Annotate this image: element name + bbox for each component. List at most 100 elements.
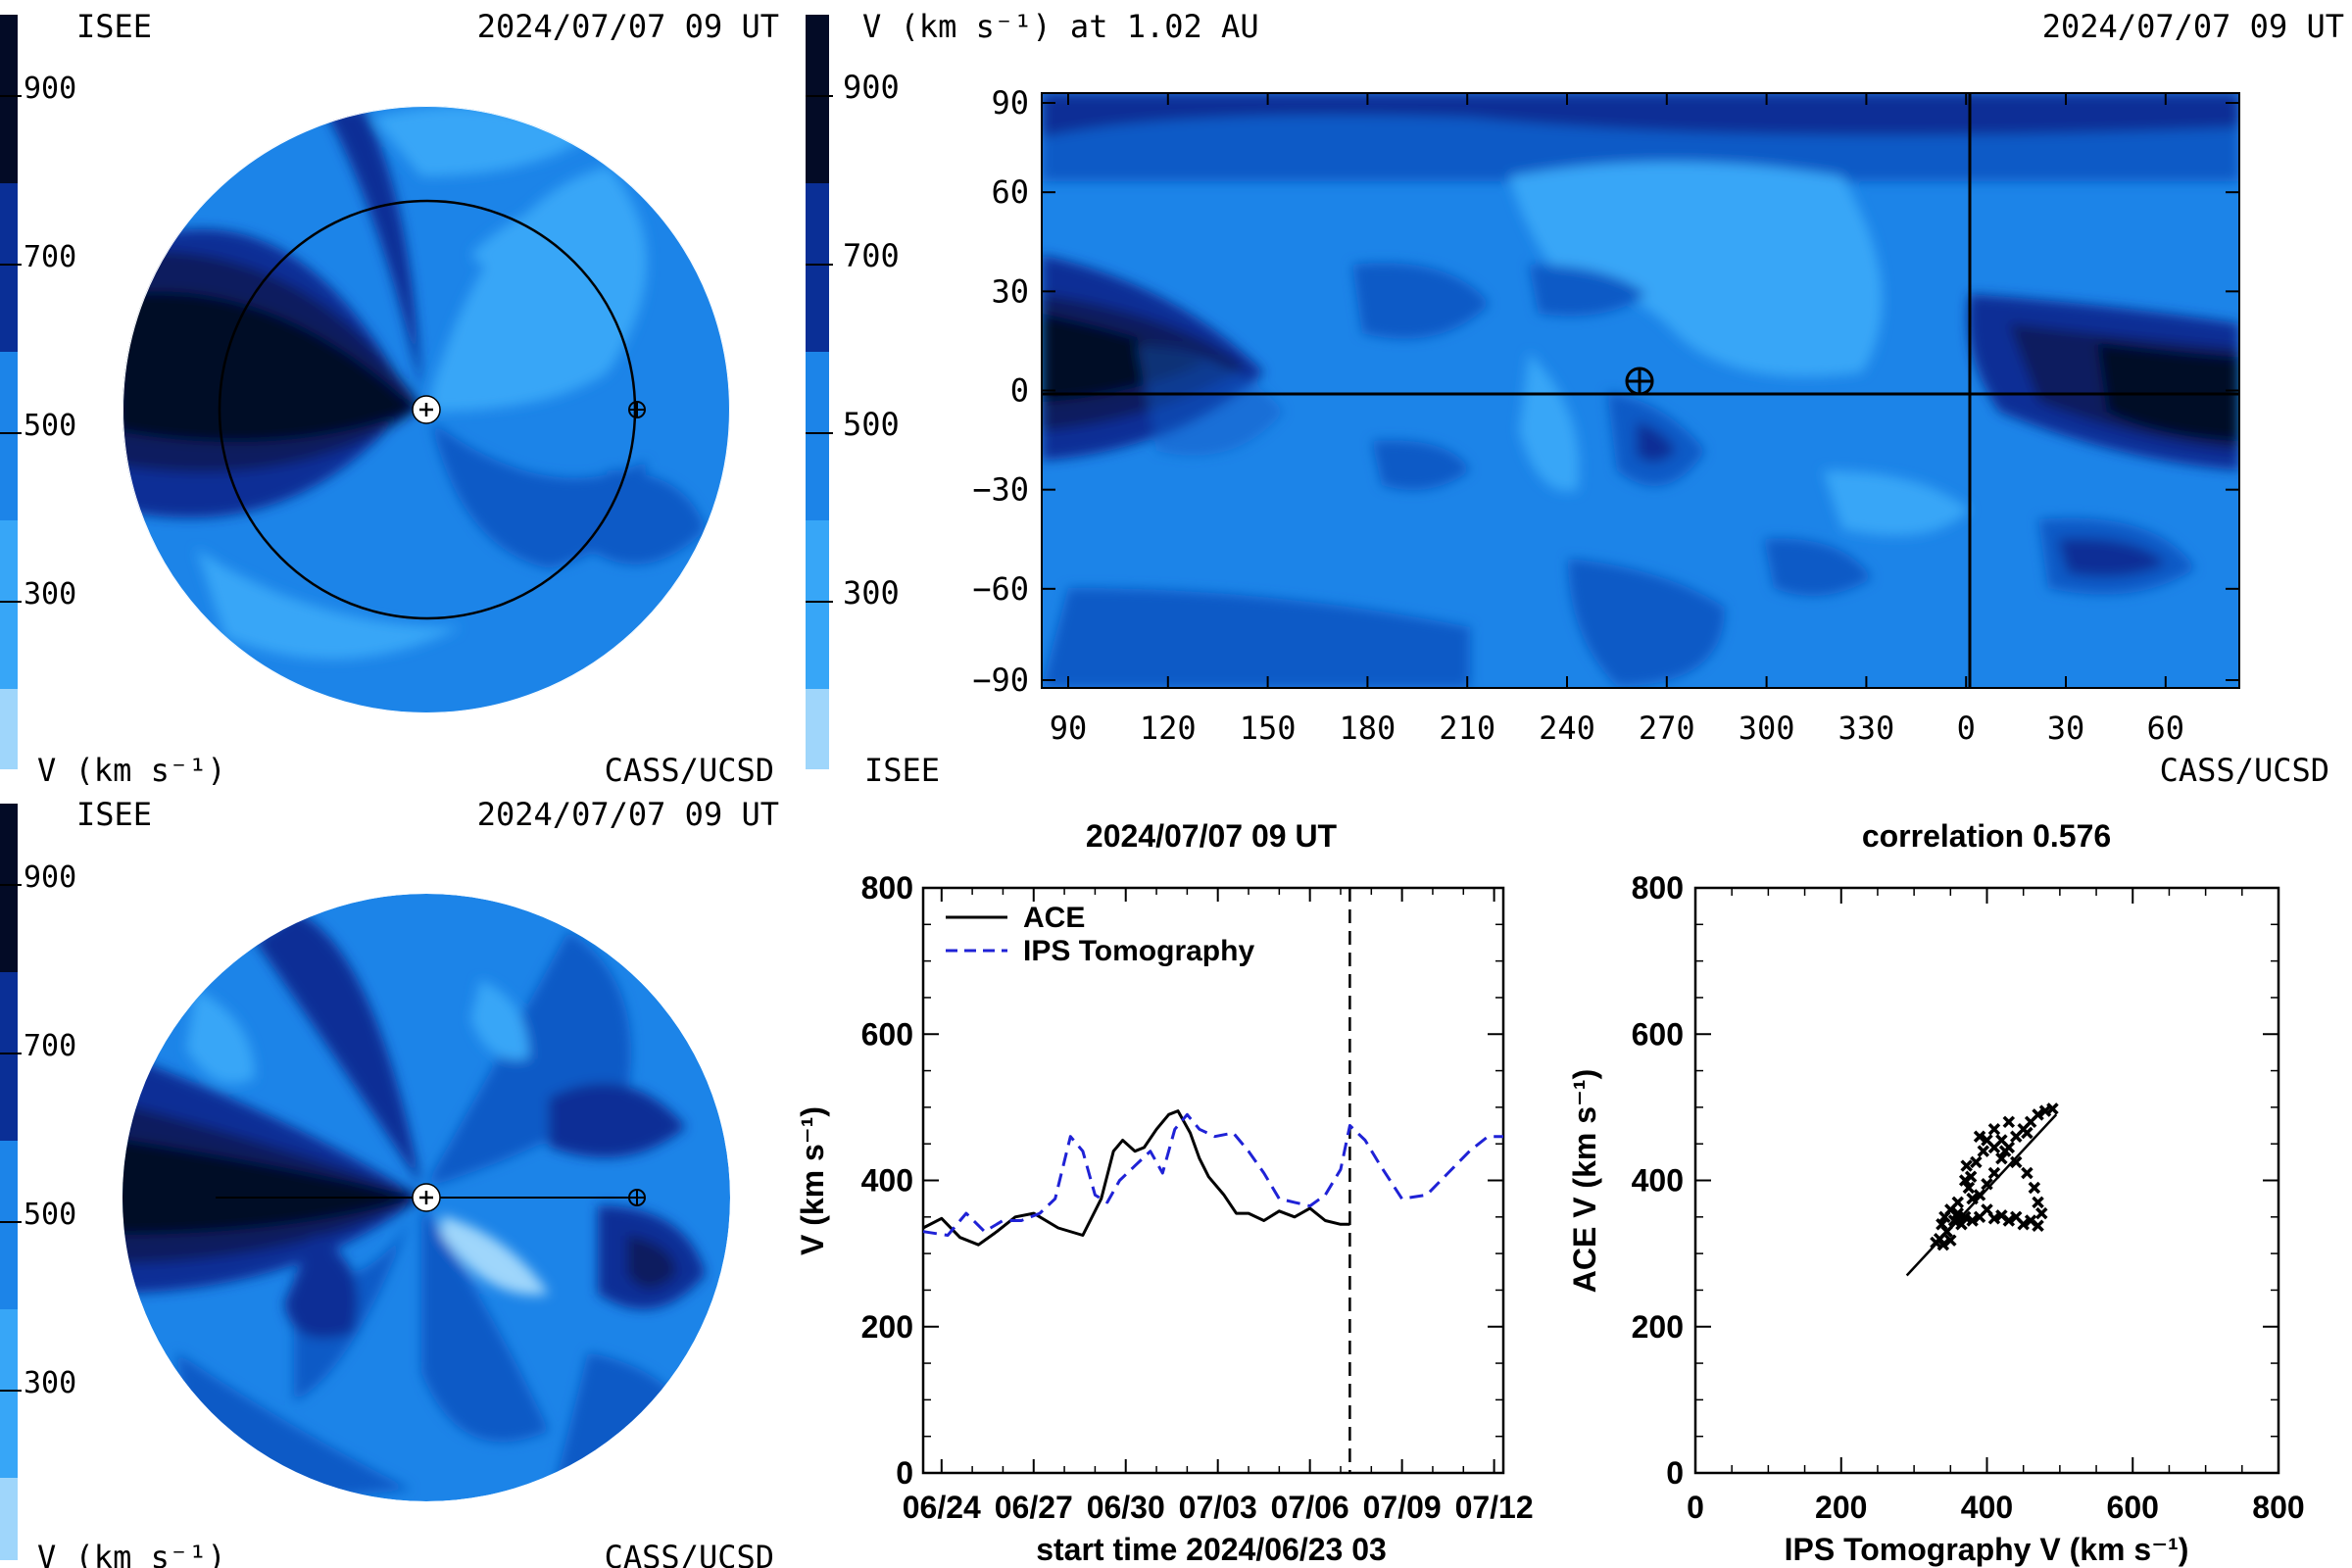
ts-x-tick-label: 06/24 [903,1490,981,1525]
ts-x-tick-label: 07/09 [1363,1490,1442,1525]
map-y-tick-label: 30 [991,272,1029,310]
panel-footer-right: CASS/UCSD [605,1539,774,1568]
scatter-point [1973,1189,1986,1201]
time-series-title: 2024/07/07 09 UT [1086,818,1338,854]
panel-timestamp: 2024/07/07 09 UT [2042,8,2344,45]
scatter-point [1995,1134,2008,1147]
scatter-points [1905,1102,2059,1277]
panel-label-left: ISEE [76,8,152,45]
scatter-point [1973,1130,1986,1143]
map-title: V (km s⁻¹) at 1.02 AU [862,8,1259,45]
colorbar-tick: 700 [843,237,900,274]
scatter-frame [1693,886,2280,1475]
panel-timestamp: 2024/07/07 09 UT [477,8,779,45]
time-series-axes: 0 200 400 600 800 06/24 06/27 06/30 07/03 07/06 07… [861,870,1534,1525]
scatter-point [2028,1181,2041,1195]
scatter-point [1951,1196,1964,1209]
scatter-xlabel: IPS Tomography V (km s⁻¹) [1785,1532,2189,1567]
map-y-tick-label: −90 [972,662,1029,699]
series-line-ace [922,1109,1350,1247]
time-series-ylabel: V (km s⁻¹) [795,1106,830,1255]
time-series-legend: ACE IPS Tomography [946,902,1254,967]
legend-label-ips: IPS Tomography [1023,935,1254,967]
scatter-point [1977,1145,1990,1157]
map-x-tick-label: 0 [1957,710,1976,747]
map-x-tick-label: 270 [1639,710,1695,747]
scatter-point [1981,1134,1993,1147]
scatter-point [2032,1108,2044,1121]
map-x-tick-label: 60 [2147,710,2185,747]
panel-top-right: 900 700 500 300 V (km s⁻¹) at 1.02 AU 20… [806,8,2344,789]
panel-footer-left: V (km s⁻¹) [37,752,226,789]
sun-icon [412,395,441,424]
map-x-tick-label: 330 [1838,710,1895,747]
earth-icon [1625,367,1654,396]
map-y-tick-label: −60 [972,570,1029,608]
colorbar-tick: 900 [24,72,76,106]
scatter-point [1966,1214,1979,1227]
scatter-point [2032,1219,2044,1233]
colorbar-tick: 900 [24,860,76,895]
panel-timestamp: 2024/07/07 09 UT [477,796,779,833]
map-x-tick-label: 90 [1050,710,1088,747]
scatter-x-tick-label: 200 [1815,1490,1867,1525]
colorbar-top-right: 900 700 500 300 [806,15,900,769]
panel-scatter: correlation 0.576 0 200 400 600 800 0 200 400 60… [1567,818,2305,1567]
map-y-tick-label: 0 [1010,372,1029,410]
scatter-point [2017,1218,2030,1231]
colorbar-tick: 300 [24,577,76,612]
panel-bottom-left: 900 700 500 300 ISEE 2024/07/07 09 UT V … [0,796,779,1568]
scatter-point [1936,1238,1950,1251]
scatter-point [1944,1234,1957,1247]
ts-x-tick-label: 07/12 [1455,1490,1534,1525]
scatter-point [1960,1159,1973,1172]
sun-icon [412,1183,441,1212]
scatter-point [1995,1152,2008,1165]
ts-y-tick-label: 800 [861,870,913,906]
colorbar-bottom-left: 900 700 500 300 [0,804,76,1560]
scatter-point [2032,1196,2044,1209]
map-x-tick-label: 300 [1739,710,1795,747]
scatter-point [1981,1177,1993,1191]
scatter-x-tick-label: 400 [1961,1490,2013,1525]
ts-x-tick-label: 06/27 [995,1490,1073,1525]
panel-label-left: ISEE [76,796,152,833]
colorbar-tick: 500 [24,1198,76,1232]
scatter-y-tick-label: 0 [1666,1455,1684,1491]
colorbar-tick: 500 [24,409,76,443]
series-line-ips [922,1112,1503,1237]
scatter-point [1966,1192,1979,1205]
scatter-point [1962,1181,1976,1195]
panel-footer-left: ISEE [864,752,940,789]
scatter-point [1987,1123,2001,1136]
colorbar-tick: 300 [843,574,900,612]
scatter-y-tick-label: 600 [1632,1016,1684,1052]
scatter-point [1987,1166,2001,1180]
scatter-point [1936,1218,1948,1231]
scatter-point [1970,1155,1983,1169]
scatter-point [2021,1166,2034,1180]
panel-time-series: 2024/07/07 09 UT 0 200 400 600 800 06/24 06/27… [795,818,1534,1567]
scatter-point [1951,1206,1964,1220]
colorbar-tick: 700 [24,1029,76,1063]
scatter-y-tick-label: 800 [1632,870,1684,906]
colorbar-tick: 700 [24,240,76,274]
time-series-lines [922,888,1503,1473]
scatter-point [1987,1212,2001,1225]
colorbar-tick: 900 [843,69,900,106]
scatter-point [1947,1214,1961,1227]
synoptic-velocity-map [1042,93,2239,688]
scatter-point [2010,1155,2023,1169]
map-x-tick-label: 120 [1140,710,1197,747]
panel-top-left: 900 700 500 300 ISEE 2024/07/07 09 UT V … [0,8,779,789]
earth-icon [628,401,646,418]
ts-y-tick-label: 400 [861,1163,913,1199]
scatter-axes: 0 200 400 600 800 0 200 400 600 800 [1632,870,2305,1525]
scatter-y-tick-label: 200 [1632,1309,1684,1345]
scatter-point [2046,1102,2059,1115]
map-y-tick-label: 90 [991,84,1029,122]
map-x-ticks: 90 120 150 180 210 240 270 300 330 0 30 60 [1050,93,2184,747]
panel-footer-left: V (km s⁻¹) [37,1539,226,1568]
scatter-point [2035,1206,2048,1220]
